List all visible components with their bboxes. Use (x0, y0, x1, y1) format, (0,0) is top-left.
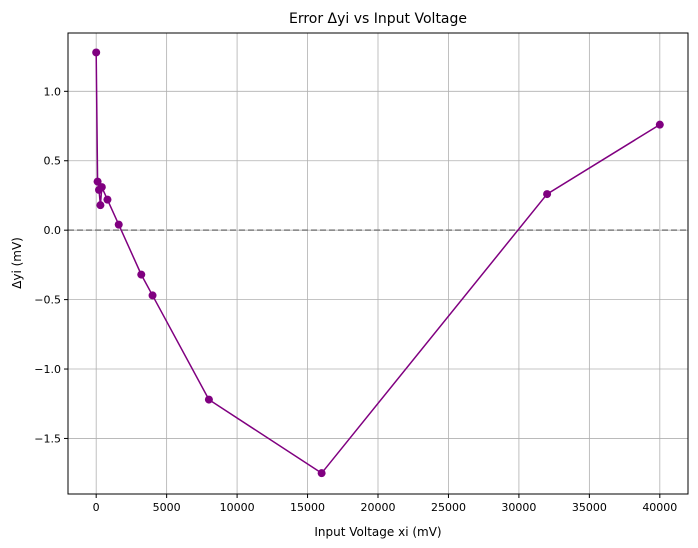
x-axis-ticks: 0 5000 10000 15000 20000 25000 30000 35000 40000 (93, 494, 677, 514)
data-point (97, 183, 106, 192)
x-tick-label: 20000 (361, 501, 396, 514)
y-axis-label: Δyi (mV) (10, 237, 24, 289)
x-tick-label: 15000 (290, 501, 325, 514)
x-tick-label: 40000 (642, 501, 677, 514)
data-point (148, 291, 157, 300)
data-point (96, 201, 105, 210)
data-point (543, 190, 552, 199)
data-point (92, 48, 101, 57)
y-tick-label: 1.0 (44, 85, 62, 98)
x-axis-label: Input Voltage xi (mV) (314, 525, 441, 539)
y-tick-label: −0.5 (34, 294, 61, 307)
x-tick-label: 30000 (501, 501, 536, 514)
x-tick-label: 25000 (431, 501, 466, 514)
y-tick-label: −1.5 (34, 432, 61, 445)
data-point (317, 469, 326, 478)
grid (68, 33, 688, 494)
data-point (93, 177, 102, 186)
data-point (103, 195, 112, 204)
series-layer (92, 48, 664, 478)
x-tick-label: 0 (93, 501, 100, 514)
y-tick-label: 0.5 (44, 155, 62, 168)
data-point (114, 220, 123, 229)
y-tick-label: −1.0 (34, 363, 61, 376)
chart-title: Error Δyi vs Input Voltage (289, 11, 467, 27)
data-point (655, 120, 664, 129)
data-point (204, 395, 213, 404)
y-axis-ticks: 1.0 0.5 0.0 −0.5 −1.0 −1.5 (34, 85, 68, 445)
data-point (137, 270, 146, 279)
x-tick-label: 10000 (220, 501, 255, 514)
x-tick-label: 35000 (572, 501, 607, 514)
y-tick-label: 0.0 (44, 224, 62, 237)
x-tick-label: 5000 (153, 501, 181, 514)
